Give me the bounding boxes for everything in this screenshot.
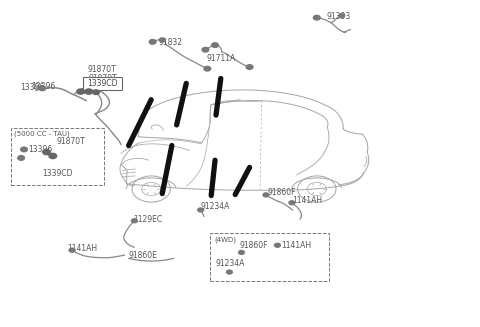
Circle shape	[21, 147, 27, 152]
Circle shape	[18, 156, 24, 160]
Circle shape	[85, 89, 93, 94]
Circle shape	[39, 86, 46, 91]
FancyBboxPatch shape	[83, 77, 122, 90]
Circle shape	[313, 15, 320, 20]
FancyBboxPatch shape	[210, 233, 329, 281]
Circle shape	[69, 248, 75, 252]
Text: (4WD): (4WD)	[214, 236, 236, 243]
Text: 91393: 91393	[326, 12, 351, 21]
Circle shape	[212, 43, 218, 47]
Text: 91870T: 91870T	[56, 137, 85, 146]
Text: 13396: 13396	[20, 83, 45, 92]
Text: 13396: 13396	[28, 145, 52, 154]
Text: 91711A: 91711A	[206, 54, 236, 63]
Text: (5000 CC - TAU): (5000 CC - TAU)	[14, 131, 70, 137]
Text: 91832: 91832	[158, 38, 182, 47]
Circle shape	[77, 89, 84, 94]
Text: 91234A: 91234A	[201, 201, 230, 211]
Circle shape	[39, 86, 45, 90]
FancyBboxPatch shape	[11, 128, 104, 185]
Circle shape	[93, 90, 99, 95]
Circle shape	[202, 47, 209, 52]
Circle shape	[227, 270, 232, 274]
Circle shape	[275, 243, 280, 247]
Text: 13396: 13396	[31, 82, 56, 91]
Circle shape	[246, 65, 253, 69]
Circle shape	[198, 208, 204, 212]
Text: 91860F: 91860F	[268, 188, 296, 198]
Text: 1339CD: 1339CD	[42, 169, 72, 178]
Text: 91234A: 91234A	[216, 259, 245, 268]
Circle shape	[132, 219, 137, 223]
Circle shape	[49, 153, 57, 159]
Text: 91870T: 91870T	[89, 74, 118, 83]
Text: 91870T: 91870T	[87, 65, 116, 74]
Text: 1141AH: 1141AH	[292, 196, 322, 205]
Text: 91860E: 91860E	[129, 250, 157, 260]
Circle shape	[149, 40, 156, 44]
Circle shape	[159, 38, 165, 42]
Text: 91860F: 91860F	[239, 241, 267, 250]
Text: 1129EC: 1129EC	[133, 215, 163, 224]
Circle shape	[263, 193, 269, 197]
Text: 1141AH: 1141AH	[67, 244, 97, 253]
Text: 1141AH: 1141AH	[281, 241, 312, 250]
Text: 1339CD: 1339CD	[87, 79, 118, 88]
Circle shape	[339, 14, 345, 18]
Circle shape	[239, 250, 244, 254]
Circle shape	[204, 66, 211, 71]
Circle shape	[289, 201, 295, 205]
Circle shape	[43, 149, 50, 155]
